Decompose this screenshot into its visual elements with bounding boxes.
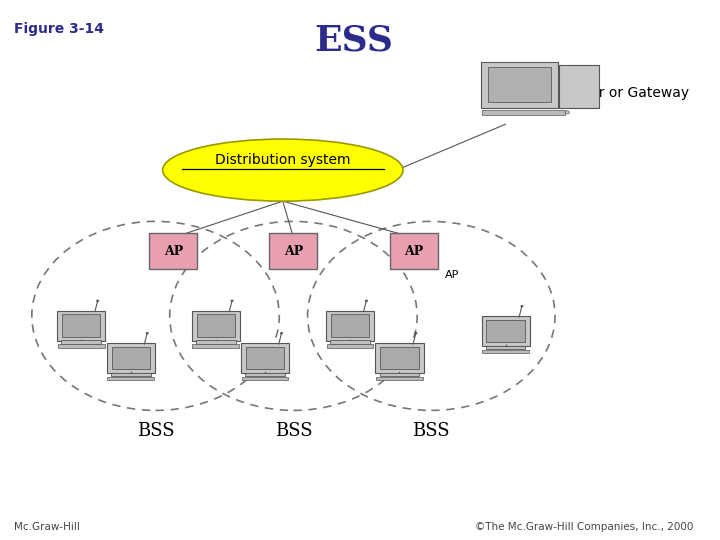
FancyBboxPatch shape [269,233,318,269]
FancyBboxPatch shape [482,316,530,346]
FancyBboxPatch shape [61,340,102,344]
FancyBboxPatch shape [241,343,289,373]
FancyBboxPatch shape [192,310,240,341]
FancyBboxPatch shape [390,233,438,269]
Text: Figure 3-14: Figure 3-14 [14,22,104,36]
FancyBboxPatch shape [376,377,423,380]
FancyBboxPatch shape [485,346,526,349]
Text: ©The Mc.Graw-Hill Companies, Inc., 2000: ©The Mc.Graw-Hill Companies, Inc., 2000 [474,522,693,532]
Text: Distribution system: Distribution system [215,153,351,167]
FancyBboxPatch shape [246,373,285,376]
FancyBboxPatch shape [192,345,239,348]
Text: AP: AP [446,271,459,280]
Text: Server or Gateway: Server or Gateway [559,86,689,100]
Text: Mc.Graw-Hill: Mc.Graw-Hill [14,522,80,532]
Text: BSS: BSS [413,422,450,440]
Ellipse shape [163,139,403,201]
Text: ESS: ESS [314,24,393,57]
Text: BSS: BSS [137,422,174,440]
Circle shape [365,300,367,302]
FancyBboxPatch shape [379,373,420,376]
FancyBboxPatch shape [488,67,551,102]
Circle shape [231,300,233,302]
FancyBboxPatch shape [58,345,104,348]
FancyBboxPatch shape [327,345,374,348]
FancyBboxPatch shape [559,65,599,107]
Circle shape [565,111,570,114]
FancyBboxPatch shape [380,347,418,369]
Text: AP: AP [404,245,423,258]
FancyBboxPatch shape [331,314,369,337]
FancyBboxPatch shape [246,347,284,369]
Circle shape [96,300,99,302]
FancyBboxPatch shape [149,233,197,269]
FancyBboxPatch shape [196,340,235,344]
FancyBboxPatch shape [242,377,289,380]
FancyBboxPatch shape [107,343,155,373]
Text: AP: AP [163,245,183,258]
FancyBboxPatch shape [326,310,374,341]
Circle shape [415,332,417,334]
FancyBboxPatch shape [482,110,564,115]
FancyBboxPatch shape [107,377,154,380]
Circle shape [280,332,283,334]
FancyBboxPatch shape [482,62,558,107]
FancyBboxPatch shape [487,320,525,342]
FancyBboxPatch shape [375,343,423,373]
Text: BSS: BSS [274,422,312,440]
Text: AP: AP [284,245,303,258]
FancyBboxPatch shape [330,340,370,344]
FancyBboxPatch shape [112,347,150,369]
FancyBboxPatch shape [111,373,150,376]
FancyBboxPatch shape [482,350,529,353]
FancyBboxPatch shape [62,314,100,337]
Circle shape [146,332,148,334]
Circle shape [521,305,523,307]
FancyBboxPatch shape [197,314,235,337]
FancyBboxPatch shape [58,310,105,341]
